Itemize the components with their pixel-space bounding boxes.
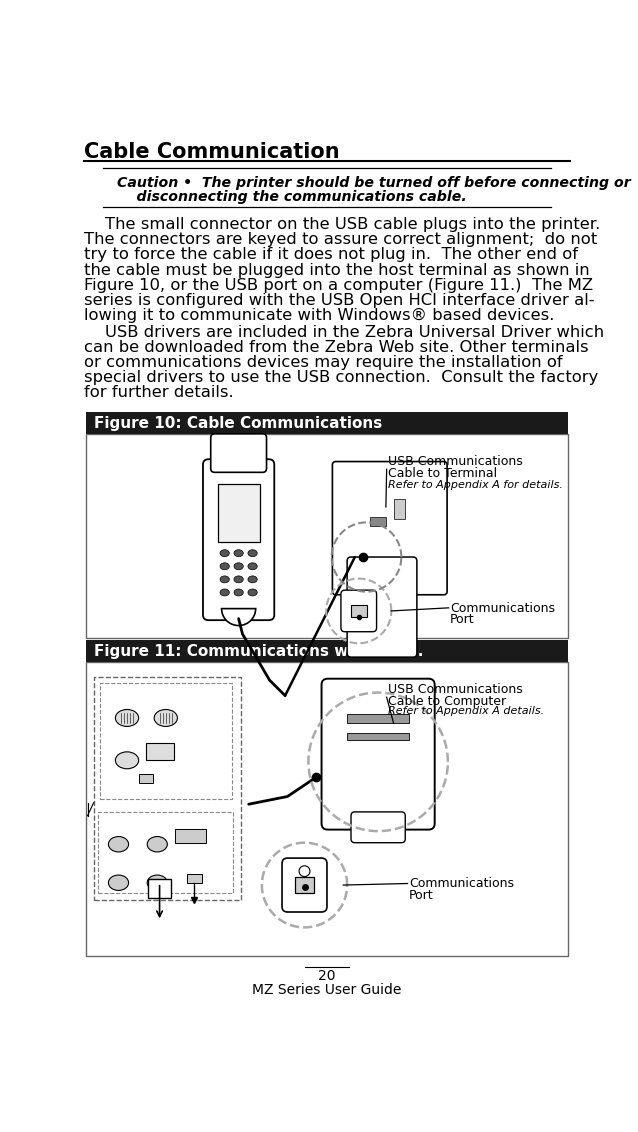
Text: Refer to Appendix A for details.: Refer to Appendix A for details. [388,480,563,490]
Text: Port: Port [409,889,434,902]
Bar [86,641,568,662]
Bar [351,604,366,617]
FancyBboxPatch shape [341,590,376,632]
Ellipse shape [248,550,257,557]
Ellipse shape [234,576,243,583]
Ellipse shape [154,710,177,727]
Bar [218,483,260,541]
Ellipse shape [147,875,167,891]
Text: USB Communications: USB Communications [388,684,523,696]
Ellipse shape [248,563,257,569]
Bar [347,732,409,740]
Bar [175,829,206,842]
Bar [98,812,234,893]
Ellipse shape [248,589,257,595]
FancyBboxPatch shape [351,812,405,842]
Text: Figure 11: Communications with a P.C.: Figure 11: Communications with a P.C. [94,644,423,659]
FancyBboxPatch shape [282,858,327,912]
Text: Cable to Terminal: Cable to Terminal [388,466,498,480]
Text: special drivers to use the USB connection.  Consult the factory: special drivers to use the USB connectio… [84,370,598,385]
Text: Caution •  The printer should be turned off before connecting or: Caution • The printer should be turned o… [117,175,631,190]
Text: MZ Series User Guide: MZ Series User Guide [252,983,402,997]
Text: The small connector on the USB cable plugs into the printer.: The small connector on the USB cable plu… [84,217,600,232]
Text: try to force the cable if it does not plug in.  The other end of: try to force the cable if it does not pl… [84,248,577,263]
Ellipse shape [108,837,129,852]
Ellipse shape [220,563,229,569]
Text: lowing it to communicate with Windows® based devices.: lowing it to communicate with Windows® b… [84,308,554,323]
FancyBboxPatch shape [322,679,434,830]
Text: USB drivers are included in the Zebra Universal Driver which: USB drivers are included in the Zebra Un… [84,325,604,340]
Text: series is configured with the USB Open HCI interface driver al-: series is configured with the USB Open H… [84,292,594,308]
Bar [138,774,152,783]
Ellipse shape [220,589,229,595]
Ellipse shape [115,710,138,727]
Ellipse shape [234,550,243,557]
Text: 20: 20 [318,969,336,983]
Text: The connectors are keyed to assure correct alignment;  do not: The connectors are keyed to assure corre… [84,232,597,248]
Ellipse shape [234,589,243,595]
Text: Cable to Computer: Cable to Computer [388,695,507,708]
Ellipse shape [220,550,229,557]
Ellipse shape [248,576,257,583]
Ellipse shape [147,837,167,852]
Bar [146,744,174,761]
Bar [187,874,202,883]
Text: Figure 10: Cable Communications: Figure 10: Cable Communications [94,417,382,431]
Bar [148,878,171,898]
Wedge shape [221,609,256,626]
Bar [371,517,386,526]
Bar [347,714,409,723]
FancyBboxPatch shape [347,557,417,658]
Ellipse shape [115,752,138,769]
Ellipse shape [220,576,229,583]
FancyBboxPatch shape [211,434,267,472]
Text: Figure 10, or the USB port on a computer (Figure 11.)  The MZ: Figure 10, or the USB port on a computer… [84,277,593,292]
Text: for further details.: for further details. [84,385,234,400]
Text: can be downloaded from the Zebra Web site. Other terminals: can be downloaded from the Zebra Web sit… [84,340,588,355]
Text: USB Communications: USB Communications [388,455,523,469]
Text: or communications devices may require the installation of: or communications devices may require th… [84,355,562,370]
Bar [100,684,232,799]
Bar [86,434,568,637]
Bar [86,412,568,434]
Bar [94,677,241,900]
Bar [86,662,568,955]
Text: Port: Port [450,614,475,626]
Text: disconnecting the communications cable.: disconnecting the communications cable. [117,190,467,204]
Bar [394,499,405,518]
Text: the cable must be plugged into the host terminal as shown in: the cable must be plugged into the host … [84,263,590,277]
Text: Communications: Communications [409,877,514,891]
Circle shape [299,866,310,876]
Text: Refer to Appendix A details.: Refer to Appendix A details. [388,706,544,717]
Bar [295,877,314,893]
Ellipse shape [234,563,243,569]
Ellipse shape [108,875,129,891]
Text: Cable Communication: Cable Communication [84,142,339,162]
FancyBboxPatch shape [203,460,274,620]
Text: Communications: Communications [450,602,555,615]
FancyBboxPatch shape [332,462,447,594]
